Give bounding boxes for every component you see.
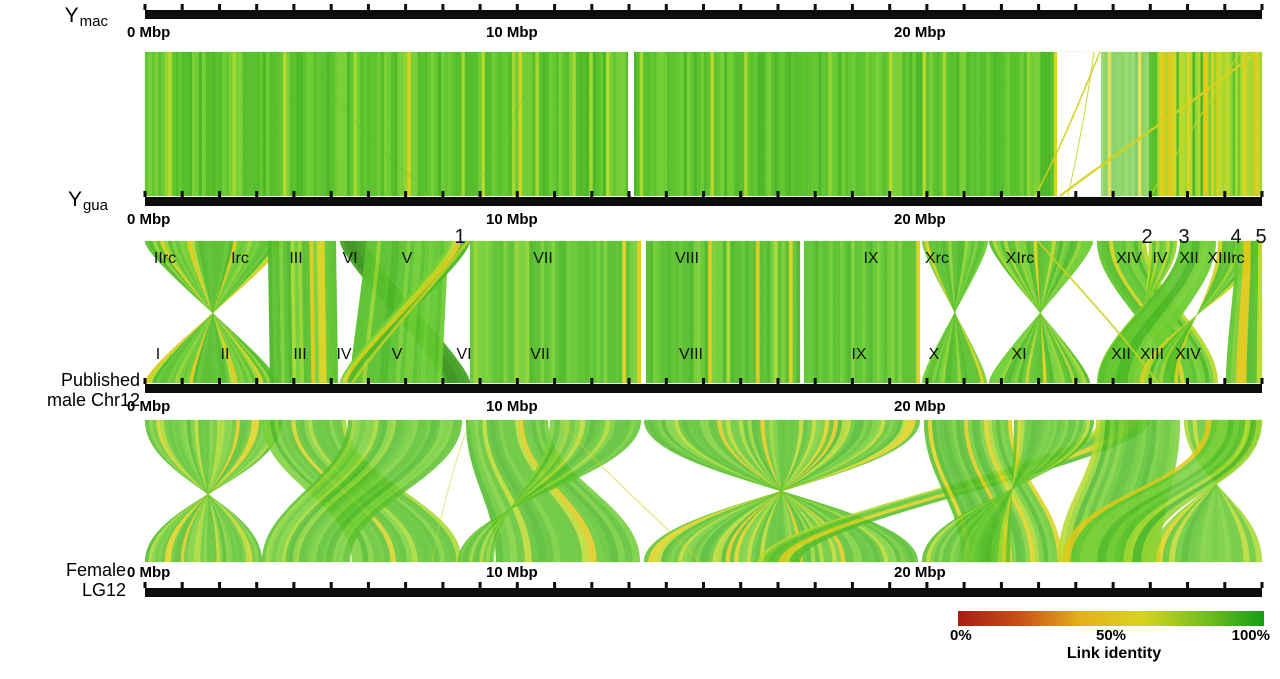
segment-label-bottom: I [155,346,161,363]
segment-label-top: V [401,250,413,267]
tick-label: 0 Mbp [127,211,171,228]
segment-label-bottom: X [928,346,940,363]
tick-label: 0 Mbp [127,564,171,581]
segment-label-top: VIII [674,250,700,267]
legend-title: Link identity [1066,645,1162,662]
segment-label-top: IV [1152,250,1168,267]
track-subscript: mac [79,13,108,30]
tick-label: 20 Mbp [894,398,946,415]
track-label-y-mac: Ymac [0,4,108,30]
segment-label-bottom: VII [530,346,550,363]
legend-mid-label: 50% [1095,627,1127,644]
segment-label-bottom: XII [1111,346,1131,363]
segment-label-bottom: IX [851,346,867,363]
segment-label-top: XII [1179,250,1199,267]
track-label-y-gua: Ygua [0,188,108,214]
track-line-1: Published [60,370,140,390]
segment-label-bottom: III [293,346,307,363]
track-subscript: gua [82,197,108,214]
track-line-2: LG12 [81,580,126,600]
tick-label: 0 Mbp [127,398,171,415]
track-label-female-lg12: Female LG12 [0,560,126,600]
annotation-number: 4 [1230,226,1242,248]
tick-label: 10 Mbp [486,211,538,228]
legend-gradient-bar [958,611,1264,626]
segment-label-top: IIrc [153,250,177,267]
segment-label-bottom: XIV [1175,346,1201,363]
tick-label: 10 Mbp [486,564,538,581]
track-name: Y [67,188,82,211]
annotation-number: 5 [1255,226,1267,248]
legend-min-label: 0% [950,627,972,644]
link-identity-legend: 0% 50% 100% Link identity [940,611,1270,663]
segment-label-top: XIIIrc [1207,250,1245,267]
track-line-1: Female [65,560,126,580]
annotation-number: 2 [1141,226,1153,248]
segment-label-top: VII [533,250,553,267]
track-line-2: male Chr12 [46,390,140,410]
segment-label-bottom: XI [1011,346,1027,363]
tick-label: 20 Mbp [894,211,946,228]
segment-label-top: XIrc [1005,250,1035,267]
segment-label-bottom: VIII [678,346,704,363]
tick-label: 10 Mbp [486,398,538,415]
segment-label-bottom: V [391,346,403,363]
segment-label-top: IX [863,250,879,267]
segment-label-top: XIV [1116,250,1142,267]
tick-label: 20 Mbp [894,564,946,581]
tick-label: 0 Mbp [127,24,171,41]
segment-label-bottom: IV [336,346,352,363]
track-name: Y [64,4,79,27]
annotation-number: 3 [1178,226,1190,248]
segment-label-top: Xrc [925,250,949,267]
tick-label: 10 Mbp [486,24,538,41]
tick-label: 20 Mbp [894,24,946,41]
segment-label-bottom: VI [456,346,472,363]
segment-label-bottom: II [220,346,230,363]
annotation-number: 1 [454,226,466,248]
segment-label-bottom: XIII [1139,346,1165,363]
segment-label-top: Irc [231,250,249,267]
legend-max-label: 100% [1231,627,1270,644]
segment-label-top: III [289,250,303,267]
track-label-published-male-chr12: Published male Chr12 [0,370,140,410]
segment-label-top: VI [342,250,358,267]
legend-scale: 0% 50% 100% [940,627,1270,645]
